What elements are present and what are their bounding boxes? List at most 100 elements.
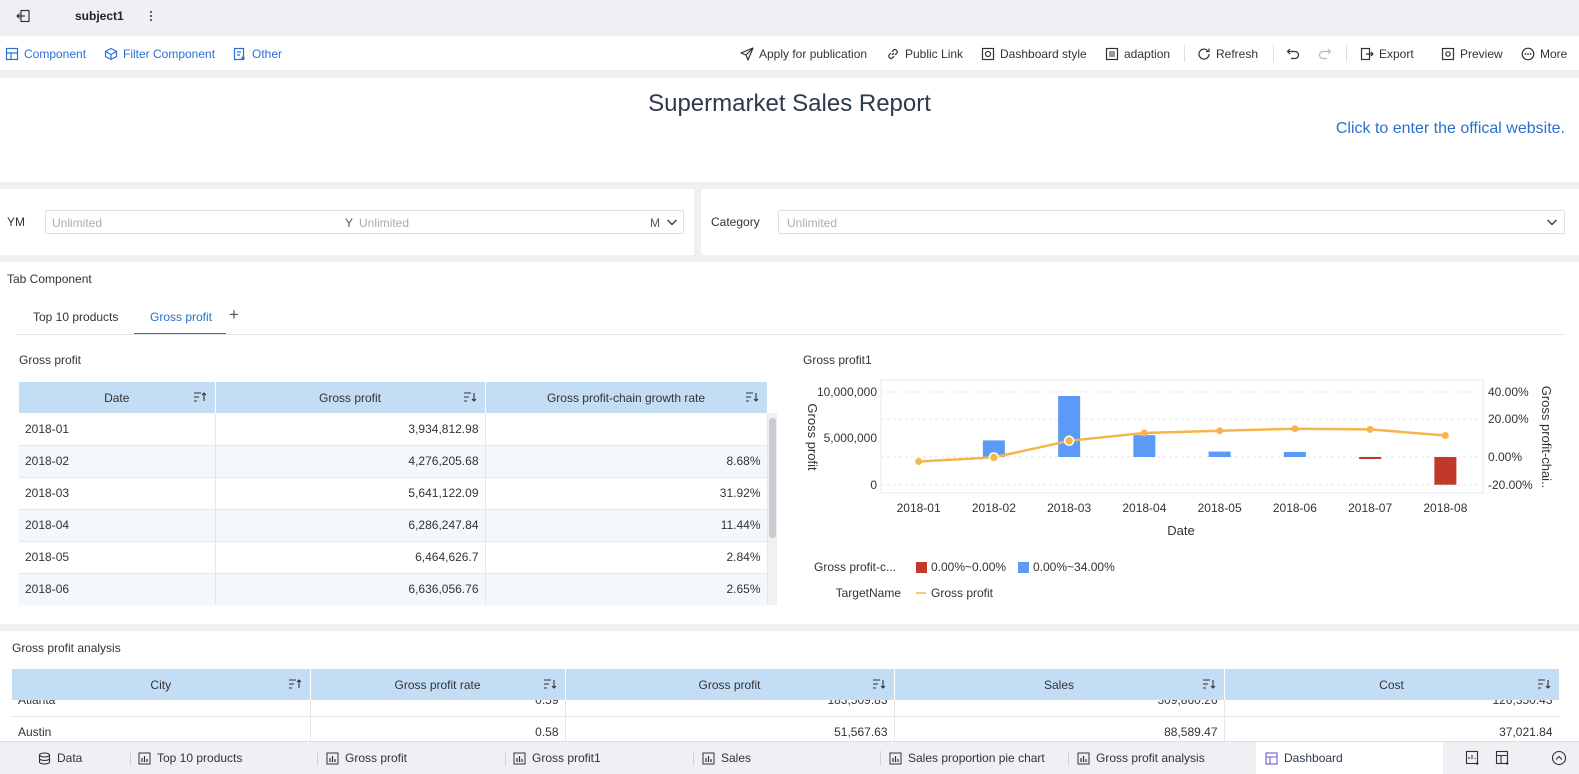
- link-icon: [886, 47, 900, 61]
- category-label: Category: [711, 215, 760, 229]
- add-tab-button[interactable]: +: [229, 305, 239, 324]
- tabs-divider: [16, 334, 1565, 335]
- add-component-icon[interactable]: [1465, 750, 1481, 766]
- x-tick-label: 2018-01: [897, 501, 941, 515]
- column-header-chain-growth[interactable]: Gross profit-chain growth rate: [485, 382, 768, 413]
- sort-icon[interactable]: [463, 391, 477, 403]
- sort-ascending-icon[interactable]: [193, 391, 207, 403]
- tab-divider: [505, 751, 506, 766]
- component-button[interactable]: Component: [5, 36, 86, 71]
- undo-button[interactable]: [1286, 36, 1300, 71]
- gross-profit-table: Date Gross profit Gross profit-chain gro…: [19, 382, 777, 605]
- public-link-button[interactable]: Public Link: [886, 36, 963, 71]
- official-website-link[interactable]: Click to enter the offical website.: [1335, 120, 1565, 137]
- sort-icon[interactable]: [872, 678, 886, 690]
- x-tick-label: 2018-03: [1047, 501, 1091, 515]
- bottom-tab-top-10-products[interactable]: Top 10 products: [138, 742, 242, 774]
- redo-button[interactable]: [1318, 36, 1332, 71]
- adaption-button[interactable]: adaption: [1105, 36, 1170, 71]
- toolbar-divider: [1184, 45, 1185, 62]
- analysis-table: City Gross profit rate Gross profit Sale…: [12, 669, 1559, 741]
- line-series: [918, 427, 1446, 463]
- refresh-icon: [1197, 47, 1211, 61]
- tab-top-10-products[interactable]: Top 10 products: [33, 310, 119, 324]
- bottom-tab-sales[interactable]: Sales: [702, 742, 751, 774]
- top-bar: subject1: [0, 0, 1579, 33]
- ym-range-input[interactable]: Unlimited Y Unlimited M: [45, 210, 684, 234]
- subject-menu-icon[interactable]: [148, 8, 154, 24]
- category-filter-panel: Category Unlimited: [701, 189, 1579, 255]
- sort-icon[interactable]: [543, 678, 557, 690]
- table-row: 2018-06 6,636,056.76 2.65%: [19, 573, 768, 605]
- chevron-down-icon[interactable]: [666, 216, 678, 228]
- x-tick-label: 2018-08: [1423, 501, 1467, 515]
- toolbar: Component Filter Component Other Apply f…: [0, 36, 1579, 71]
- x-tick-label: 2018-07: [1348, 501, 1392, 515]
- sort-icon[interactable]: [745, 391, 759, 403]
- export-button[interactable]: Export: [1360, 36, 1414, 71]
- toolbar-divider: [1273, 45, 1274, 62]
- line-point: [1216, 427, 1224, 435]
- table-row: 2018-03 5,641,122.09 31.92%: [19, 477, 768, 510]
- line-point: [1063, 435, 1075, 447]
- bottom-tab-gross-profit-analysis[interactable]: Gross profit analysis: [1077, 742, 1205, 774]
- apply-publication-button[interactable]: Apply for publication: [740, 36, 867, 71]
- dashboard-style-button[interactable]: Dashboard style: [981, 36, 1087, 71]
- column-header-sales[interactable]: Sales: [894, 669, 1225, 700]
- bottom-tab-dashboard[interactable]: Dashboard: [1256, 742, 1443, 774]
- analysis-title: Gross profit analysis: [12, 641, 121, 655]
- gross-profit-table-title: Gross profit: [19, 353, 82, 367]
- bottom-tab-gross-profit[interactable]: Gross profit: [326, 742, 407, 774]
- table-scrollbar-thumb[interactable]: [769, 418, 776, 538]
- legend-swatch: [916, 562, 927, 573]
- y-tick-label: 10,000,000: [817, 385, 877, 399]
- column-header-date[interactable]: Date: [19, 382, 216, 413]
- filter-component-icon: [104, 47, 118, 61]
- refresh-button[interactable]: Refresh: [1197, 36, 1258, 71]
- database-icon: [38, 751, 51, 765]
- redo-icon: [1318, 47, 1332, 61]
- ym-label: YM: [7, 215, 25, 229]
- sort-ascending-icon[interactable]: [288, 678, 302, 690]
- export-icon: [1360, 47, 1374, 61]
- add-dashboard-icon[interactable]: [1495, 750, 1511, 766]
- collapse-panel-icon[interactable]: [16, 9, 30, 23]
- bar-chart-icon: [138, 752, 151, 765]
- bottom-tab-gross-profit1[interactable]: Gross profit1: [513, 742, 601, 774]
- tab-component: Tab Component Top 10 products Gross prof…: [0, 262, 1579, 624]
- collapse-up-icon[interactable]: [1551, 750, 1567, 766]
- x-tick-label: 2018-05: [1198, 501, 1242, 515]
- column-header-cost[interactable]: Cost: [1224, 669, 1559, 700]
- gross-profit1-chart: 10,000,000 5,000,000 0 40.00% 20.00% 0.00% -20…: [805, 379, 1554, 600]
- table-row: 2018-04 6,286,247.84 11.44%: [19, 509, 768, 542]
- bar: [1208, 451, 1231, 457]
- table-row: 2018-02 4,276,205.68 8.68%: [19, 445, 768, 478]
- tab-gross-profit[interactable]: Gross profit: [150, 310, 213, 324]
- filter-component-button[interactable]: Filter Component: [104, 36, 215, 71]
- chevron-down-icon[interactable]: [1546, 216, 1558, 228]
- subject-tab[interactable]: subject1: [75, 9, 124, 23]
- table-scrollbar-track[interactable]: [768, 413, 777, 605]
- legend-range-label: 0.00%~34.00%: [1033, 560, 1115, 574]
- column-header-gross-profit-rate[interactable]: Gross profit rate: [310, 669, 566, 700]
- category-select[interactable]: Unlimited: [778, 210, 1565, 234]
- bar-chart-icon: [513, 752, 526, 765]
- gross-profit-analysis-panel: Gross profit analysis City Gross profit …: [0, 631, 1579, 741]
- preview-button[interactable]: Preview: [1441, 36, 1503, 71]
- sort-icon[interactable]: [1537, 678, 1551, 690]
- bar: [1359, 457, 1382, 459]
- tab-divider: [1068, 751, 1069, 766]
- bottom-tab-sales-proportion-pie-chart[interactable]: Sales proportion pie chart: [889, 742, 1045, 774]
- sort-icon[interactable]: [1202, 678, 1216, 690]
- column-header-gross-profit[interactable]: Gross profit: [215, 382, 486, 413]
- more-icon: [1521, 47, 1535, 61]
- send-icon: [740, 46, 754, 61]
- column-header-city[interactable]: City: [12, 669, 311, 700]
- line-point: [1366, 425, 1374, 433]
- column-header-gross-profit[interactable]: Gross profit: [565, 669, 895, 700]
- plot-frame: [880, 379, 1484, 494]
- other-button[interactable]: Other: [233, 36, 282, 71]
- report-title: Supermarket Sales Report: [648, 90, 931, 117]
- more-button[interactable]: More: [1521, 36, 1567, 71]
- bottom-tab-data[interactable]: Data: [38, 742, 82, 774]
